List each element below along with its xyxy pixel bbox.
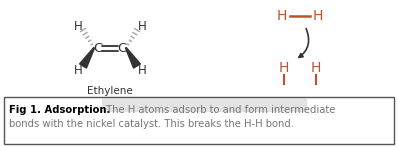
Text: bonds with the nickel catalyst. This breaks the H-H bond.: bonds with the nickel catalyst. This bre… [9,119,294,129]
Text: The H atoms adsorb to and form intermediate: The H atoms adsorb to and form intermedi… [103,105,336,115]
Text: H: H [74,20,82,32]
Text: H: H [74,64,82,76]
Text: H: H [313,9,323,23]
Text: H: H [311,61,321,75]
Text: Ethylene: Ethylene [87,86,133,96]
Text: C: C [117,41,127,55]
FancyBboxPatch shape [102,98,307,112]
Text: H: H [138,20,146,32]
Text: H: H [138,64,146,76]
FancyBboxPatch shape [4,97,394,144]
FancyArrowPatch shape [299,29,308,57]
Text: H: H [277,9,287,23]
Polygon shape [80,48,94,68]
Text: H: H [279,61,289,75]
Polygon shape [126,48,140,68]
Text: Fig 1. Adsorption.: Fig 1. Adsorption. [9,105,110,115]
Text: C: C [94,41,103,55]
